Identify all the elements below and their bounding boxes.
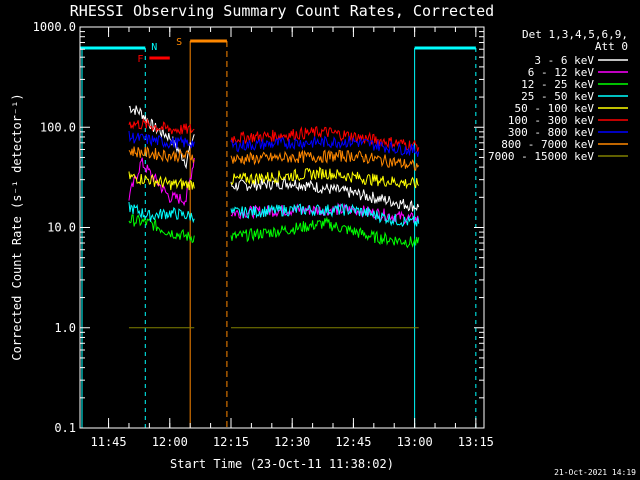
y-axis-label: Corrected Count Rate (s⁻¹ detector⁻¹) bbox=[10, 93, 24, 360]
x-axis-label: Start Time (23-Oct-11 11:38:02) bbox=[170, 457, 394, 471]
x-tick-label: 12:00 bbox=[152, 435, 188, 449]
flare-label: F bbox=[137, 54, 143, 65]
series-line bbox=[128, 146, 195, 164]
y-tick-label: 1.0 bbox=[54, 321, 76, 335]
x-tick-label: 12:30 bbox=[274, 435, 310, 449]
chart-title: RHESSI Observing Summary Count Rates, Co… bbox=[70, 2, 494, 20]
y-tick-label: 10.0 bbox=[47, 221, 76, 235]
series-line bbox=[230, 149, 420, 171]
footer-date: 21-Oct-2021 14:19 bbox=[554, 468, 636, 477]
series-layer bbox=[128, 105, 420, 329]
y-tick-label: 1000.0 bbox=[33, 20, 76, 34]
series-line bbox=[128, 214, 195, 244]
legend-label: 7000 - 15000 keV bbox=[488, 150, 594, 163]
series-line bbox=[128, 105, 195, 170]
x-tick-label: 11:45 bbox=[91, 435, 127, 449]
series-line bbox=[230, 135, 420, 157]
series-line bbox=[230, 203, 420, 228]
x-tick-label: 12:15 bbox=[213, 435, 249, 449]
legend-label: 100 - 300 keV bbox=[508, 114, 594, 127]
x-tick-label: 13:00 bbox=[397, 435, 433, 449]
series-line bbox=[128, 117, 195, 136]
tick-layer: 0.1 1.0 10.0 100.0 1000.0 11:45 12:00 12:15 12:3… bbox=[33, 20, 494, 449]
series-line bbox=[128, 130, 195, 149]
night-label: N bbox=[151, 42, 157, 53]
legend-header: Det 1,3,4,5,6,9, bbox=[522, 28, 628, 41]
series-line bbox=[230, 166, 420, 190]
flag-layer: NF S bbox=[80, 37, 477, 428]
legend-label: 300 - 800 keV bbox=[508, 126, 594, 139]
series-line bbox=[230, 216, 420, 249]
legend-label: 25 - 50 keV bbox=[521, 90, 594, 103]
series-line bbox=[128, 201, 195, 224]
legend-label: 800 - 7000 keV bbox=[501, 138, 594, 151]
legend-label: 6 - 12 keV bbox=[528, 66, 595, 79]
attenuator-label: S bbox=[176, 37, 182, 48]
legend-label: 3 - 6 keV bbox=[534, 54, 594, 67]
series-line bbox=[128, 171, 195, 191]
series-line bbox=[128, 157, 195, 207]
y-tick-label: 100.0 bbox=[40, 120, 76, 134]
series-line bbox=[230, 177, 420, 212]
y-tick-label: 0.1 bbox=[54, 421, 76, 435]
x-tick-label: 12:45 bbox=[335, 435, 371, 449]
legend-label: 12 - 25 keV bbox=[521, 78, 594, 91]
legend-header: Att 0 bbox=[595, 40, 628, 53]
x-tick-label: 13:15 bbox=[458, 435, 494, 449]
legend-label: 50 - 100 keV bbox=[515, 102, 595, 115]
